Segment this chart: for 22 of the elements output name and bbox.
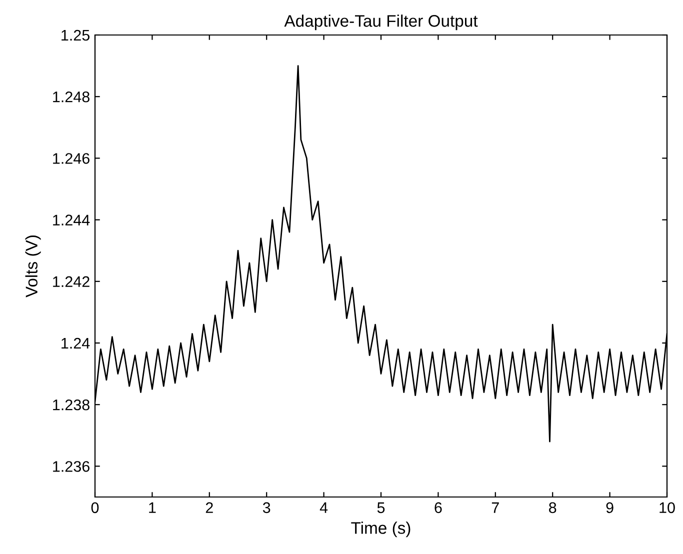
chart-title: Adaptive-Tau Filter Output	[284, 14, 478, 30]
y-tick-label: 1.24	[62, 338, 90, 349]
y-tick-label: 1.242	[53, 276, 90, 287]
y-tick-label: 1.244	[53, 214, 90, 226]
x-tick-label: 9	[606, 502, 614, 514]
x-tick-label: 5	[377, 502, 385, 514]
x-tick-label: 4	[320, 502, 328, 513]
x-tick-label: 6	[434, 502, 442, 514]
y-tick-label: 1.248	[53, 91, 90, 102]
x-axis-title: Time (s)	[351, 522, 410, 538]
y-axis-title: Volts (V)	[25, 236, 41, 298]
y-tick-label: 1.25	[62, 30, 90, 41]
x-tick-label: 2	[206, 502, 213, 513]
x-tick-label: 10	[660, 502, 675, 514]
y-tick-label: 1.238	[53, 399, 90, 410]
y-tick-label: 1.246	[53, 153, 90, 164]
x-tick-label: 0	[91, 502, 99, 514]
y-tick-label: 1.236	[53, 461, 90, 472]
x-tick-label: 1	[149, 502, 156, 513]
x-tick-label: 7	[492, 502, 499, 513]
x-tick-label: 3	[262, 502, 270, 514]
x-tick-label: 8	[549, 502, 556, 514]
